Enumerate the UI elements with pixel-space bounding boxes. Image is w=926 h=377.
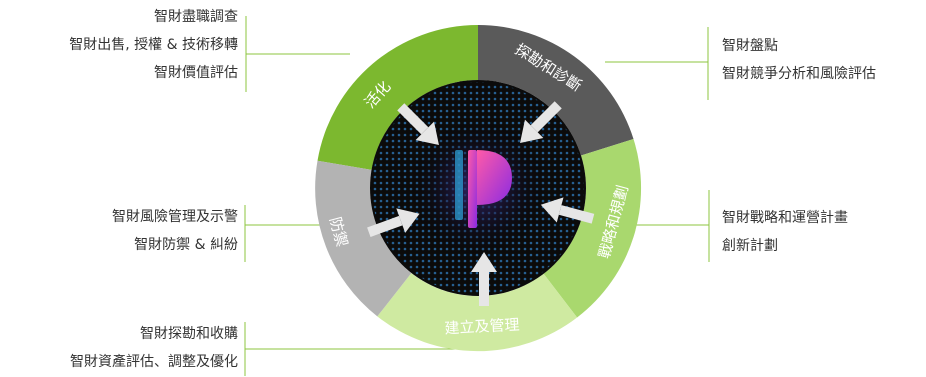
- strategy-line-2: 創新計劃: [722, 238, 778, 254]
- segment-defense: [315, 160, 412, 317]
- arrow-build: [471, 252, 497, 306]
- text-block-strategy: 智財戰略和運營計畫 創新計劃: [722, 204, 848, 260]
- leader-line-activate: [245, 16, 350, 92]
- text-block-activate: 智財盡職調查 智財出售, 授權 & 技術移轉 智財價值評估: [69, 3, 238, 87]
- arrow-strategy: [540, 197, 595, 224]
- arrow-defense: [367, 208, 420, 237]
- arrows: [367, 101, 595, 306]
- build-line-2: 智財資產評估、調整及優化: [70, 354, 238, 370]
- segment-label-build: 建立及管理: [444, 316, 520, 338]
- text-block-build: 智財探勘和收購 智財資產評估、調整及優化: [70, 320, 238, 376]
- leader-line-explore: [605, 27, 709, 100]
- activate-line-3: 智財價值評估: [154, 65, 238, 81]
- activate-line-2: 智財出售, 授權 & 技術移轉: [69, 37, 238, 53]
- defense-line-1: 智財風險管理及示警: [112, 209, 238, 225]
- build-line-1: 智財探勘和收購: [140, 326, 238, 342]
- activate-line-1: 智財盡職調查: [154, 9, 238, 25]
- strategy-line-1: 智財戰略和運營計畫: [722, 210, 848, 226]
- leader-line-defense: [244, 205, 330, 262]
- ring-segments: [315, 24, 642, 352]
- segment-activate: [317, 25, 478, 170]
- segment-strategy: [543, 139, 642, 318]
- segment-build: [377, 273, 578, 352]
- arrow-explore: [520, 101, 562, 143]
- logo-icon: [455, 150, 512, 228]
- explore-line-1: 智財盤點: [722, 38, 778, 54]
- arrow-activate: [397, 103, 439, 145]
- text-block-defense: 智財風險管理及示警 智財防禦 & 糾紛: [112, 203, 238, 259]
- segment-explore: [478, 24, 634, 156]
- text-block-explore: 智財盤點 智財競爭分析和風險評估: [722, 32, 876, 88]
- defense-line-2: 智財防禦 & 糾紛: [134, 237, 238, 253]
- leader-line-strategy: [610, 190, 710, 262]
- explore-line-2: 智財競爭分析和風險評估: [722, 66, 876, 82]
